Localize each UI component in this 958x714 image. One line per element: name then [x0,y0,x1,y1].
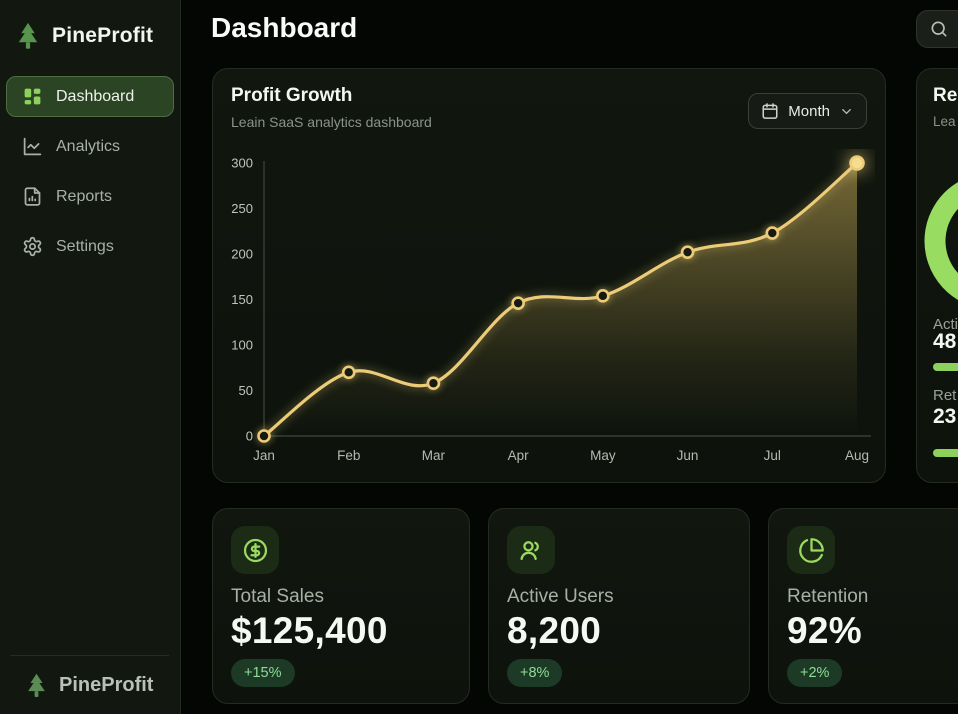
sidebar-nav: Dashboard Analytics Reports [0,76,180,267]
card-subtitle: Leain SaaS analytics dashboard [231,114,432,130]
svg-text:Apr: Apr [508,448,530,463]
period-dropdown[interactable]: Month [748,93,867,129]
sidebar-item-reports[interactable]: Reports [6,176,174,217]
footer-logo: PineProfit [23,671,157,700]
trend-badge: +15% [231,659,295,687]
trend-badge: +8% [507,659,563,687]
retention-card: Retention 92% +2% [768,508,958,704]
svg-text:200: 200 [231,247,253,262]
svg-text:150: 150 [231,292,253,307]
gear-icon [23,236,42,257]
svg-text:Aug: Aug [845,448,869,463]
progress-bar [933,363,958,371]
sidebar: PineProfit Dashboard Analytics [0,0,181,714]
card-title: Profit Growth [231,85,353,106]
period-dropdown-label: Month [788,102,830,120]
svg-text:300: 300 [231,156,253,171]
dashboard-grid-icon [24,88,41,105]
card-subtitle: Lea [933,114,956,129]
stat-value: $125,400 [231,610,388,651]
sidebar-item-label: Analytics [56,137,121,155]
app-logo-text: PineProfit [52,23,154,47]
svg-text:50: 50 [239,383,253,398]
chevron-down-icon [842,108,851,114]
sidebar-item-label: Settings [56,237,114,255]
card-title: Re [933,85,958,106]
sidebar-item-label: Dashboard [56,87,135,105]
search-input[interactable] [916,10,958,48]
svg-text:250: 250 [231,201,253,216]
profit-growth-chart: 0 50 100 150 200 250 300 Jan Feb Mar Apr May Jun Jul A… [231,155,871,463]
svg-text:Jun: Jun [677,448,699,463]
svg-text:0: 0 [246,429,253,444]
app-logo: PineProfit [0,0,180,58]
svg-text:Mar: Mar [422,448,446,463]
donut-ring-chart [924,172,958,310]
sidebar-item-dashboard[interactable]: Dashboard [6,76,174,117]
pie-chart-icon [798,537,824,563]
sidebar-item-label: Reports [56,187,113,205]
sidebar-item-analytics[interactable]: Analytics [6,126,174,167]
line-chart-icon [23,137,42,156]
stat-label: Active Users [507,586,614,607]
svg-text:Jan: Jan [253,448,275,463]
icon-tile [787,526,835,574]
search-icon [931,21,947,37]
dollar-circle-icon [243,538,267,562]
calendar-icon [762,103,778,119]
icon-tile [507,526,555,574]
right-summary-card: Re Lea Acti 48 Ret 23 [916,68,958,483]
stat-value: 23 [933,405,957,428]
pine-tree-icon [18,22,38,49]
svg-text:100: 100 [231,338,253,353]
icon-tile [231,526,279,574]
stat-value: 48 [933,330,957,353]
progress-bar [933,449,958,457]
footer-logo-text: PineProfit [59,674,154,696]
stat-value: 8,200 [507,610,602,651]
svg-text:Feb: Feb [337,448,360,463]
profit-growth-card: Profit Growth Leain SaaS analytics dashb… [212,68,886,483]
pine-tree-icon [28,673,45,697]
sidebar-footer: PineProfit [10,655,169,714]
report-file-icon [24,187,41,206]
stat-label: Ret [933,387,957,404]
svg-text:Jul: Jul [764,448,781,463]
sidebar-item-settings[interactable]: Settings [6,226,174,267]
active-users-card: Active Users 8,200 +8% [488,508,750,704]
svg-text:May: May [590,448,616,463]
stat-label: Acti [933,316,958,333]
main-content: Dashboard Profit Growth Leain SaaS analy… [181,0,958,714]
stat-label: Retention [787,586,869,607]
stat-value: 92% [787,610,862,651]
stat-label: Total Sales [231,586,324,607]
page-title: Dashboard [211,12,358,43]
total-sales-card: Total Sales $125,400 +15% [212,508,470,704]
trend-badge: +2% [787,659,843,687]
users-icon [519,540,539,560]
